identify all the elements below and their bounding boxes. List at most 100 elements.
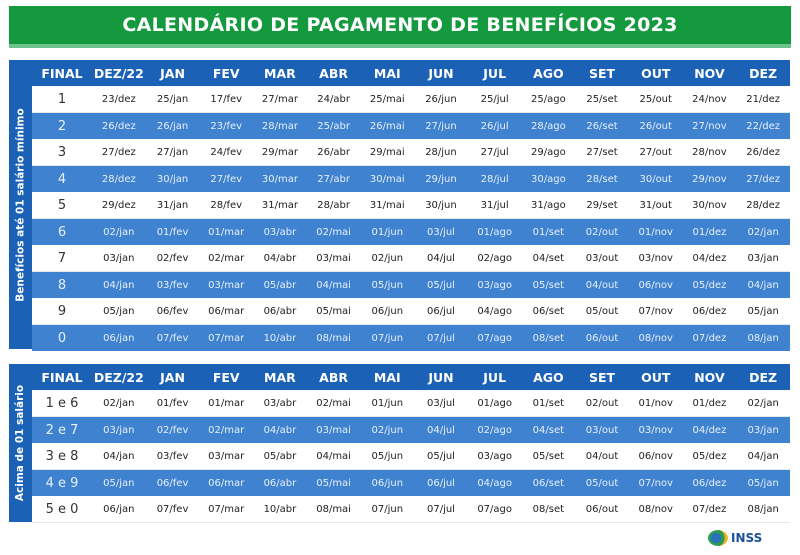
payment-date-cell: 31/jul: [467, 192, 522, 219]
payment-date-cell: 28/ago: [521, 112, 576, 139]
payment-date-cell: 05/dez: [682, 443, 737, 470]
payment-date-cell: 30/out: [628, 165, 683, 192]
table-acima-um-salario: Acima de 01 salário FINAL DEZ/22 JAN FEV MAR…: [9, 364, 790, 523]
table-row: 2 26/dez 26/jan 23/fev 28/mar 25/abr 26/mai 27/…: [32, 112, 790, 139]
payment-date-cell: 05/set: [521, 271, 576, 298]
payment-date-cell: 02/jan: [736, 218, 790, 245]
side-label: Acima de 01 salário: [14, 384, 27, 502]
payment-date-cell: 06/out: [575, 496, 629, 523]
payment-date-cell: 04/jul: [414, 245, 468, 272]
column-header: MAI: [373, 369, 401, 385]
column-header: FINAL: [41, 369, 83, 385]
column-header: AGO: [533, 65, 564, 81]
table-row: 1 23/dez 25/jan 17/fev 27/mar 24/abr 25/mai 26/…: [32, 86, 790, 113]
payment-date-cell: 01/fev: [145, 218, 200, 245]
column-header: ABR: [319, 65, 348, 81]
payment-date-cell: 02/jan: [736, 390, 790, 417]
payment-date-cell: 23/fev: [199, 112, 254, 139]
inss-logo-icon: [708, 530, 728, 546]
payment-date-cell: 27/dez: [736, 165, 790, 192]
payment-date-cell: 26/abr: [306, 139, 361, 166]
payment-date-cell: 28/mar: [253, 112, 307, 139]
table-row: 4 e 9 05/jan 06/fev 06/mar 06/abr 05/mai 06/ju…: [32, 469, 790, 496]
payment-date-cell: 04/dez: [682, 416, 737, 443]
final-digit-cell: 4: [32, 165, 92, 192]
column-header: FEV: [212, 369, 240, 385]
payment-date-cell: 26/mai: [360, 112, 415, 139]
payment-date-cell: 08/nov: [628, 496, 683, 523]
payment-date-cell: 02/mar: [199, 245, 254, 272]
payment-table: FINAL DEZ/22 JAN FEV MAR ABR MAI JUN JUL AGO SET OU…: [32, 60, 790, 351]
payment-date-cell: 05/abr: [253, 443, 307, 470]
payment-date-cell: 02/ago: [467, 245, 522, 272]
payment-date-cell: 03/jul: [414, 390, 468, 417]
title-banner: CALENDÁRIO DE PAGAMENTO DE BENEFÍCIOS 20…: [9, 6, 791, 48]
column-header: JUL: [483, 65, 507, 81]
payment-date-cell: 28/fev: [199, 192, 254, 219]
page-title: CALENDÁRIO DE PAGAMENTO DE BENEFÍCIOS 20…: [122, 14, 678, 36]
payment-date-cell: 27/set: [575, 139, 629, 166]
payment-date-cell: 31/mar: [253, 192, 307, 219]
payment-date-cell: 07/fev: [145, 324, 200, 351]
payment-date-cell: 25/jul: [467, 86, 522, 113]
payment-date-cell: 28/dez: [736, 192, 790, 219]
payment-date-cell: 07/jul: [414, 496, 468, 523]
payment-date-cell: 26/out: [628, 112, 683, 139]
column-header: NOV: [694, 369, 725, 385]
table-row: 4 28/dez 30/jan 27/fev 30/mar 27/abr 30/mai 29/…: [32, 165, 790, 192]
column-header: SET: [588, 369, 616, 385]
payment-date-cell: 25/ago: [521, 86, 576, 113]
payment-date-cell: 27/out: [628, 139, 683, 166]
payment-date-cell: 07/dez: [682, 324, 737, 351]
payment-date-cell: 07/mar: [199, 496, 254, 523]
payment-date-cell: 28/abr: [306, 192, 361, 219]
payment-date-cell: 27/dez: [92, 139, 146, 166]
final-digit-cell: 4 e 9: [32, 469, 92, 496]
payment-date-cell: 27/fev: [199, 165, 254, 192]
payment-date-cell: 01/jun: [360, 390, 415, 417]
final-digit-cell: 1 e 6: [32, 390, 92, 417]
payment-date-cell: 30/jun: [414, 192, 468, 219]
payment-date-cell: 25/set: [575, 86, 629, 113]
payment-date-cell: 04/jan: [736, 271, 790, 298]
column-header: ABR: [319, 369, 348, 385]
payment-date-cell: 01/fev: [145, 390, 200, 417]
column-header: AGO: [533, 369, 564, 385]
payment-date-cell: 06/set: [521, 298, 576, 325]
payment-date-cell: 04/abr: [253, 245, 307, 272]
payment-date-cell: 04/mai: [306, 271, 361, 298]
payment-date-cell: 24/nov: [682, 86, 737, 113]
payment-date-cell: 10/abr: [253, 496, 307, 523]
column-header: JAN: [160, 369, 185, 385]
payment-date-cell: 06/fev: [145, 298, 200, 325]
payment-date-cell: 04/set: [521, 245, 576, 272]
payment-date-cell: 05/out: [575, 298, 629, 325]
payment-date-cell: 22/dez: [736, 112, 790, 139]
payment-date-cell: 03/jan: [92, 245, 146, 272]
payment-date-cell: 05/jul: [414, 271, 468, 298]
payment-date-cell: 05/jan: [92, 469, 146, 496]
payment-date-cell: 10/abr: [253, 324, 307, 351]
payment-date-cell: 07/ago: [467, 324, 522, 351]
final-digit-cell: 5: [32, 192, 92, 219]
payment-date-cell: 06/mar: [199, 298, 254, 325]
payment-date-cell: 03/nov: [628, 416, 683, 443]
payment-date-cell: 03/out: [575, 416, 629, 443]
payment-date-cell: 03/ago: [467, 271, 522, 298]
payment-date-cell: 24/abr: [306, 86, 361, 113]
payment-date-cell: 01/mar: [199, 390, 254, 417]
payment-date-cell: 02/mar: [199, 416, 254, 443]
payment-date-cell: 29/ago: [521, 139, 576, 166]
payment-date-cell: 08/set: [521, 496, 576, 523]
table-row: 9 05/jan 06/fev 06/mar 06/abr 05/mai 06/jun 06/…: [32, 298, 790, 325]
payment-date-cell: 25/abr: [306, 112, 361, 139]
payment-date-cell: 05/jun: [360, 443, 415, 470]
payment-date-cell: 04/ago: [467, 469, 522, 496]
payment-date-cell: 01/dez: [682, 390, 737, 417]
payment-date-cell: 30/ago: [521, 165, 576, 192]
payment-date-cell: 08/mai: [306, 496, 361, 523]
payment-date-cell: 26/dez: [736, 139, 790, 166]
final-digit-cell: 3 e 8: [32, 443, 92, 470]
payment-date-cell: 04/jan: [92, 271, 146, 298]
payment-table: FINAL DEZ/22 JAN FEV MAR ABR MAI JUN JUL AGO SET OU…: [32, 364, 790, 523]
